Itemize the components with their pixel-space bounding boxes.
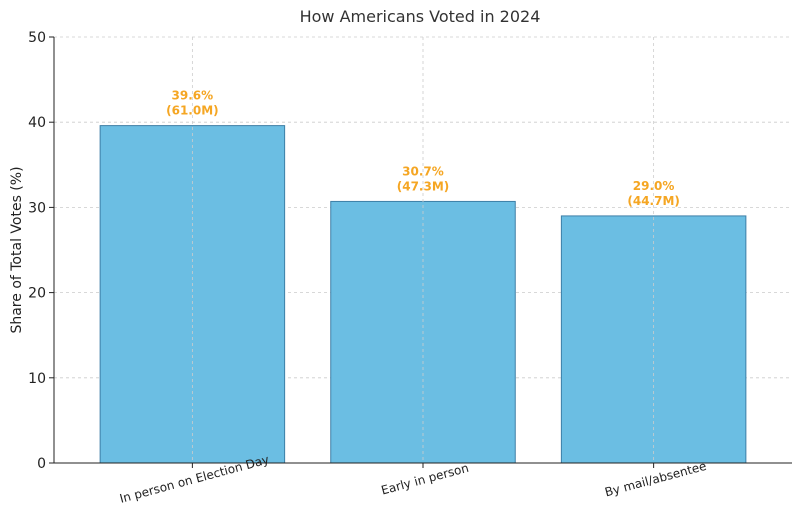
x-tick-label: By mail/absentee: [603, 459, 708, 500]
value-label: 30.7%: [402, 164, 444, 178]
count-label: (44.7M): [627, 194, 680, 208]
value-label: 29.0%: [633, 179, 675, 193]
y-tick-label: 30: [28, 200, 46, 216]
y-tick-label: 40: [28, 115, 46, 131]
y-tick-label: 20: [28, 286, 46, 302]
chart-title: How Americans Voted in 2024: [300, 7, 541, 26]
x-tick-label: Early in person: [380, 461, 471, 498]
y-tick-label: 0: [37, 456, 46, 472]
y-axis-label: Share of Total Votes (%): [9, 166, 25, 333]
value-label: 39.6%: [172, 89, 214, 103]
y-tick-label: 50: [28, 30, 46, 46]
count-label: (61.0M): [166, 104, 219, 118]
data-labels: 39.6%(61.0M) 30.7%(47.3M) 29.0%(44.7M): [166, 89, 680, 208]
y-tick-label: 10: [28, 371, 46, 387]
count-label: (47.3M): [397, 179, 450, 193]
